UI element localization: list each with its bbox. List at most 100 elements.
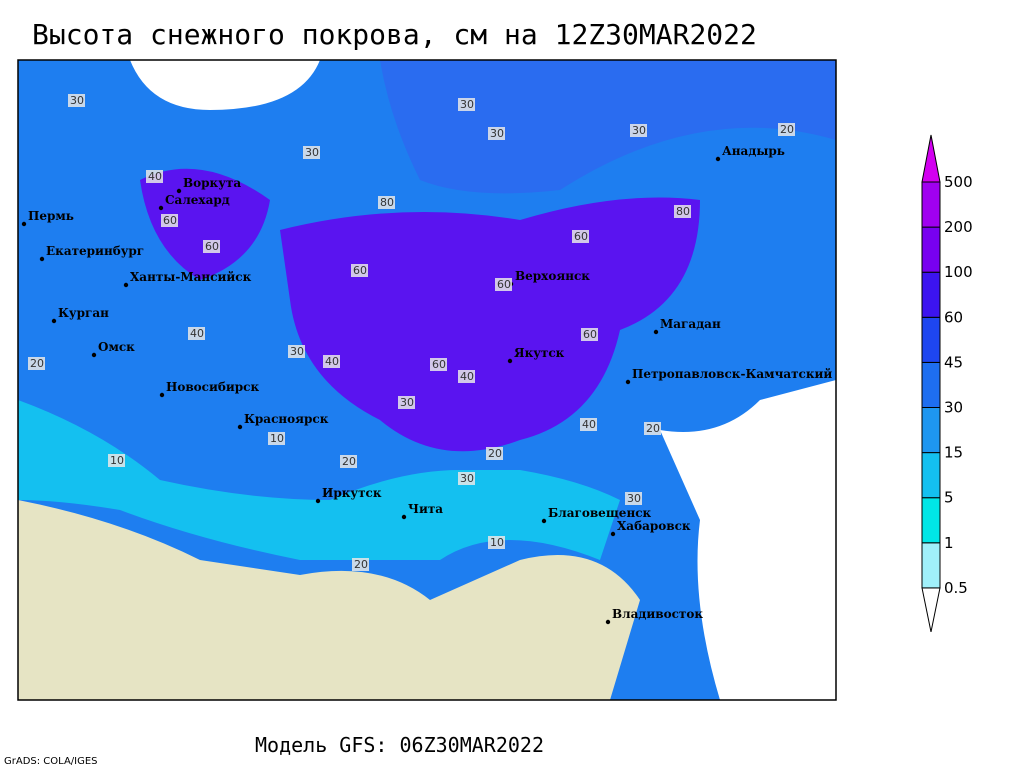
legend-label: 30 (944, 399, 963, 417)
legend-label: 5 (944, 489, 954, 507)
map (17, 59, 837, 701)
contour-label: 30 (460, 472, 474, 485)
legend-swatch (921, 587, 941, 633)
city-label: Курган (58, 306, 109, 320)
city-label: Якутск (514, 346, 565, 360)
contour-label-box (572, 230, 589, 243)
contour-label-box (146, 170, 163, 183)
contour-label-box (378, 196, 395, 209)
legend-label: 60 (944, 308, 963, 326)
legend-label: 45 (944, 353, 963, 371)
city-label: Новосибирск (166, 380, 259, 394)
city-label: Иркутск (322, 486, 382, 500)
city-dot (605, 619, 611, 625)
legend-swatch (921, 181, 941, 228)
city-dot (507, 358, 513, 364)
contour-label: 60 (497, 278, 511, 291)
city-label: Салехард (165, 193, 230, 207)
contour-label: 20 (342, 455, 356, 468)
legend-swatch (921, 497, 941, 544)
contour-label: 80 (380, 196, 394, 209)
city-label: Пермь (28, 209, 74, 223)
contour-label-box (28, 357, 45, 370)
city-label: Екатеринбург (46, 244, 144, 258)
city-dot (653, 329, 659, 335)
contour-label-box (203, 240, 220, 253)
shallow-snow (18, 400, 620, 560)
city-dot (21, 221, 27, 227)
city-label: Владивосток (612, 607, 703, 621)
contour-label: 30 (70, 94, 84, 107)
city-dot (610, 531, 616, 537)
contour-label-box (486, 447, 503, 460)
contour-label: 60 (163, 214, 177, 227)
contour-label: 60 (432, 358, 446, 371)
city-label: Ханты-Мансийск (130, 270, 252, 284)
contour-label-box (161, 214, 178, 227)
contour-label: 30 (632, 124, 646, 137)
city-dot (541, 518, 547, 524)
legend-swatch (921, 452, 941, 499)
contour-label: 60 (353, 264, 367, 277)
contour-label: 60 (574, 230, 588, 243)
city-dot (91, 352, 97, 358)
legend-swatch (921, 226, 941, 273)
title: Высота снежного покрова, см на 12Z30MAR2… (32, 18, 757, 51)
arctic (380, 60, 836, 194)
contour-label-box (430, 358, 447, 371)
contour-label: 60 (583, 328, 597, 341)
contour-label-box (288, 345, 305, 358)
sea-ice (130, 60, 320, 110)
contour-label-box (458, 370, 475, 383)
contour-label-box (488, 127, 505, 140)
city-label: Воркута (183, 176, 241, 190)
contour-label-box (303, 146, 320, 159)
city-dot (176, 188, 182, 194)
contour-label-box (625, 492, 642, 505)
contour-label-box (352, 558, 369, 571)
contour-label-box (323, 355, 340, 368)
contour-label-box (488, 536, 505, 549)
contour-label: 30 (400, 396, 414, 409)
footer: Модель GFS: 06Z30MAR2022 (255, 733, 544, 757)
city-dot (625, 379, 631, 385)
legend-swatch (921, 134, 941, 183)
contour-label-box (340, 455, 357, 468)
city-dot (315, 498, 321, 504)
credit: GrADS: COLA/IGES (4, 756, 98, 767)
land-no-snow (18, 500, 640, 700)
city-dot (159, 392, 165, 398)
contour-label: 20 (646, 422, 660, 435)
contour-label: 40 (148, 170, 162, 183)
contour-label: 30 (627, 492, 641, 505)
city-label: Петропавловск-Камчатский (632, 367, 832, 381)
legend-label: 15 (944, 444, 963, 462)
city-label: Верхоянск (515, 269, 590, 283)
city-label: Омск (98, 340, 135, 354)
city-dot (51, 318, 57, 324)
map-frame (17, 59, 837, 701)
contour-label: 40 (325, 355, 339, 368)
contour-label-box (580, 418, 597, 431)
contour-label-box (778, 123, 795, 136)
city-label: Чита (408, 502, 443, 516)
contour-label-box (458, 472, 475, 485)
contour-label-box (581, 328, 598, 341)
legend-swatch (921, 361, 941, 408)
legend-swatch (921, 407, 941, 454)
contour-label: 30 (305, 146, 319, 159)
contour-label-box (495, 278, 512, 291)
city-dot (715, 156, 721, 162)
contour-label: 10 (490, 536, 504, 549)
contour-label-box (351, 264, 368, 277)
legend-label: 1 (944, 534, 954, 552)
contour-label: 10 (270, 432, 284, 445)
contour-label: 20 (30, 357, 44, 370)
contour-label-box (108, 454, 125, 467)
contour-label: 40 (190, 327, 204, 340)
city-dot (39, 256, 45, 262)
contour-label-box (630, 124, 647, 137)
contour-label: 30 (490, 127, 504, 140)
